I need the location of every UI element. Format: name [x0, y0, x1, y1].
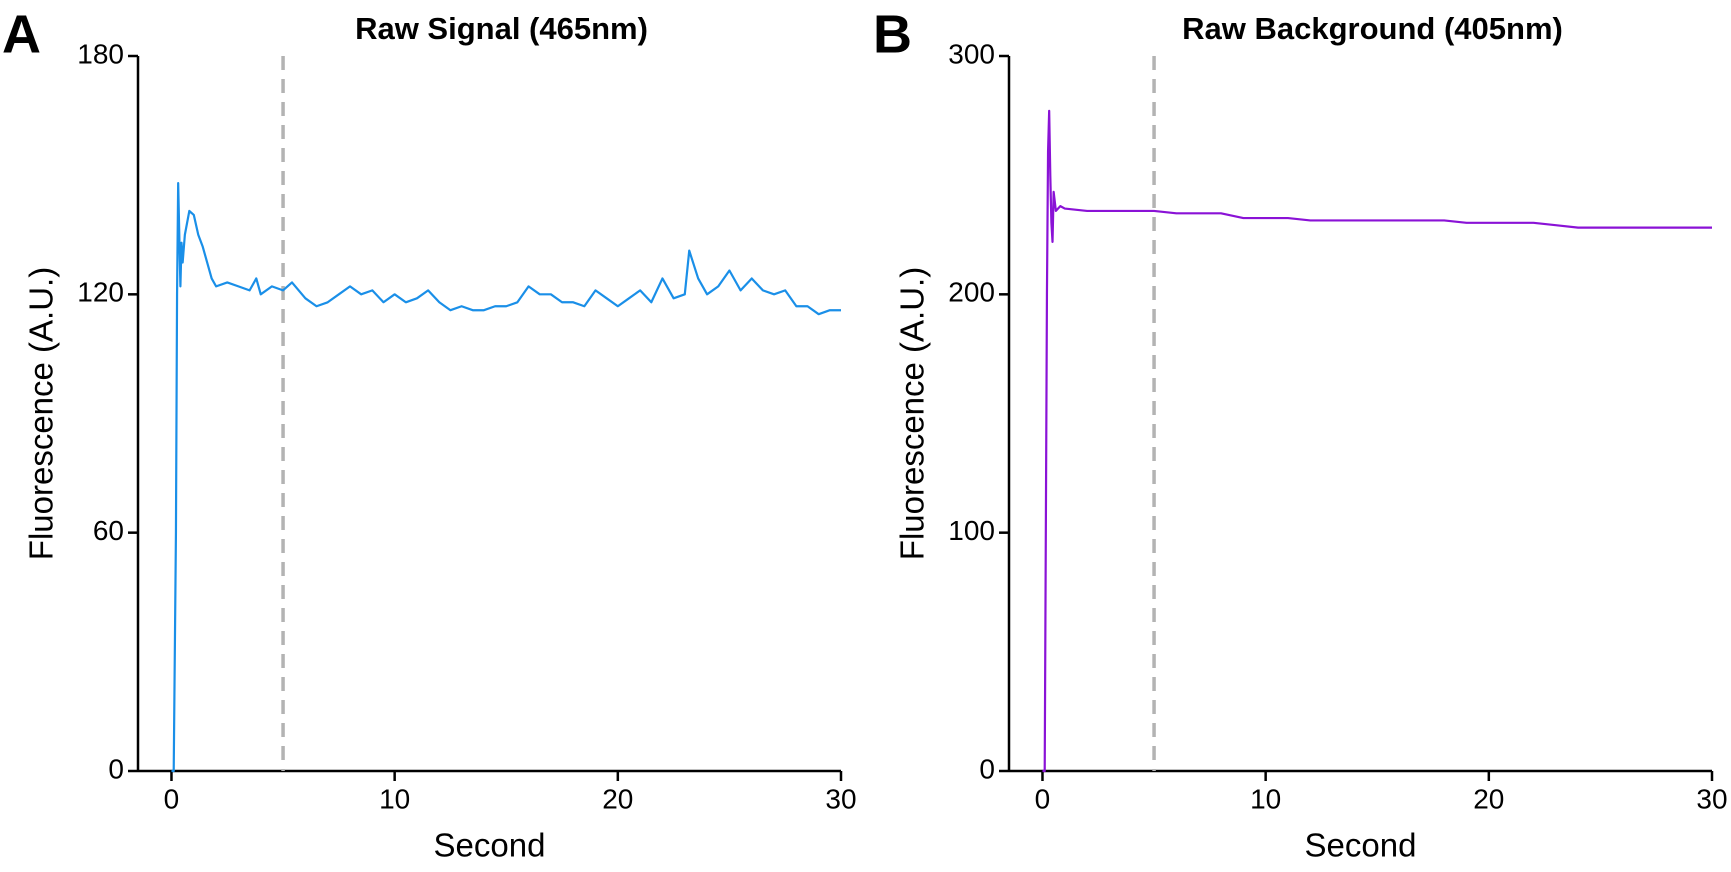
x-tick-label: 0	[1035, 783, 1051, 814]
x-tick-label: 20	[1473, 783, 1504, 814]
x-tick-label: 0	[164, 783, 180, 814]
y-tick-label: 200	[948, 277, 995, 308]
y-axis-label: Fluorescence (A.U.)	[894, 267, 931, 560]
data-line	[1042, 109, 1712, 773]
y-tick-label: 60	[93, 515, 124, 546]
panel-label: B	[873, 4, 912, 64]
x-tick-label: 30	[825, 783, 856, 814]
y-tick-label: 100	[948, 515, 995, 546]
y-axis-label: Fluorescence (A.U.)	[23, 267, 60, 560]
y-tick-label: 120	[77, 277, 124, 308]
x-tick-label: 10	[379, 783, 410, 814]
chart-title: Raw Background (405nm)	[1182, 11, 1563, 46]
y-tick-label: 180	[77, 38, 124, 69]
y-tick-label: 0	[108, 753, 124, 784]
x-tick-label: 20	[602, 783, 633, 814]
x-axis-label: Second	[434, 827, 546, 864]
y-tick-label: 300	[948, 38, 995, 69]
x-tick-label: 10	[1250, 783, 1281, 814]
chart-title: Raw Signal (465nm)	[355, 11, 648, 46]
panel-label: A	[2, 4, 41, 64]
x-axis-label: Second	[1305, 827, 1417, 864]
data-line	[171, 182, 841, 773]
x-tick-label: 30	[1696, 783, 1727, 814]
y-tick-label: 0	[979, 753, 995, 784]
